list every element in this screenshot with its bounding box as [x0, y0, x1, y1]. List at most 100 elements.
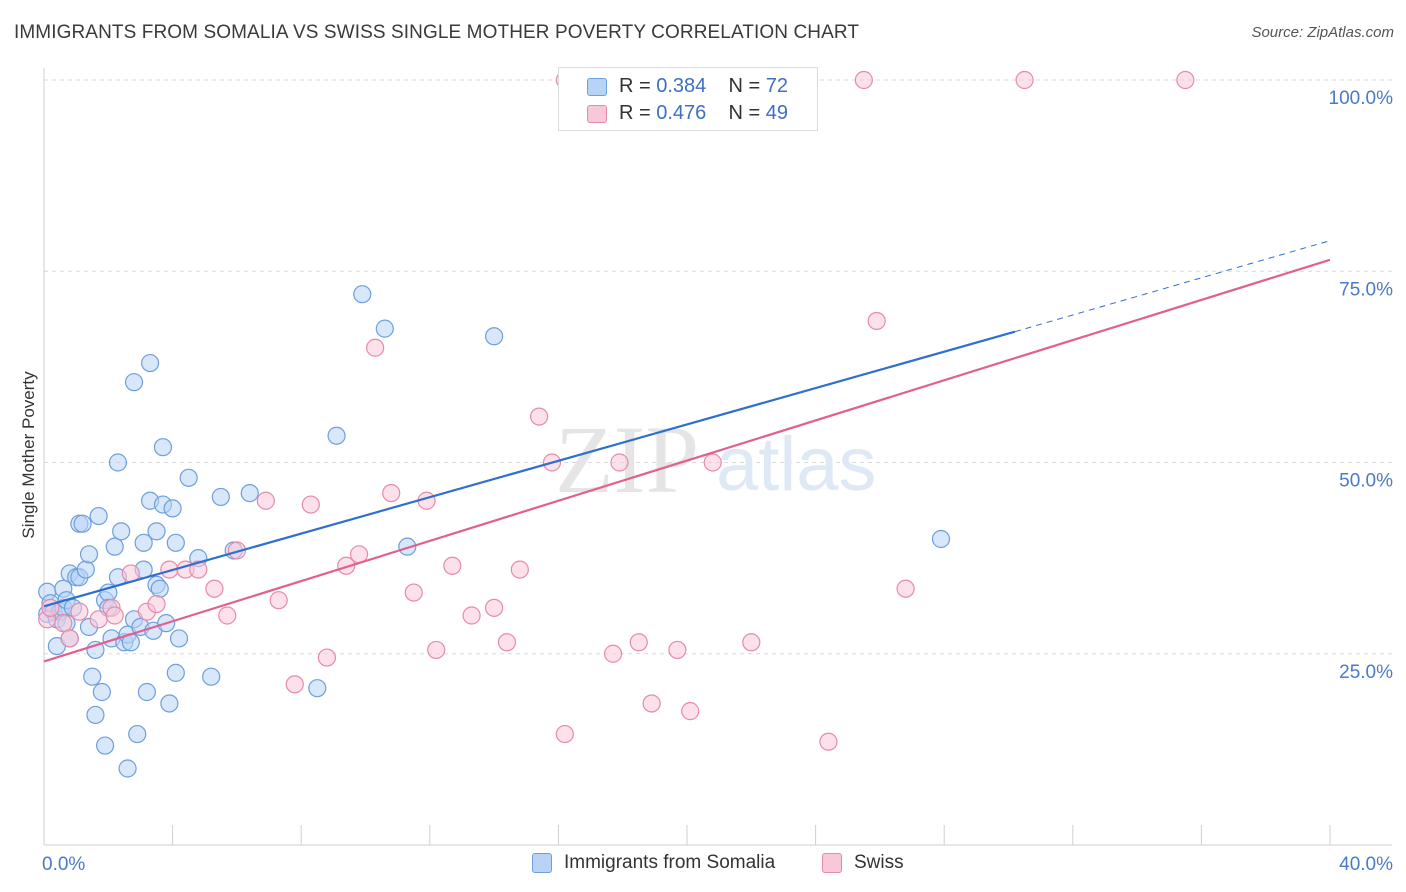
point-somalia	[108, 453, 128, 472]
legend-n-label: N =	[728, 102, 766, 124]
legend-n-value: 72	[765, 75, 789, 97]
correlation-legend: R = 0.384 N = 72 R = 0.476 N = 49	[558, 67, 818, 131]
point-somalia	[150, 579, 169, 598]
point-swiss	[366, 338, 385, 357]
point-swiss	[703, 453, 722, 472]
point-swiss	[443, 556, 462, 575]
point-swiss	[610, 453, 629, 472]
point-swiss	[629, 633, 648, 652]
trend-lines	[43, 240, 1331, 663]
legend-n-value: 49	[765, 102, 789, 124]
legend-n-label: N =	[728, 75, 766, 97]
point-swiss	[497, 633, 517, 652]
point-swiss	[462, 606, 481, 625]
point-somalia	[89, 506, 108, 526]
point-swiss	[427, 640, 446, 660]
point-somalia	[137, 682, 156, 702]
x-tick-label: 0.0%	[42, 854, 85, 875]
point-swiss	[54, 614, 73, 633]
series-name-somalia: Immigrants from Somalia	[564, 852, 776, 873]
point-somalia	[166, 663, 185, 682]
y-tick-label: 50.0%	[1339, 471, 1393, 492]
point-somalia	[240, 484, 259, 503]
point-somalia	[163, 499, 182, 518]
point-swiss	[867, 311, 886, 331]
trend-line-somalia-extension	[1014, 240, 1331, 333]
point-somalia	[485, 327, 504, 346]
watermark-atlas: atlas	[716, 422, 877, 507]
legend-swatch-somalia	[587, 78, 607, 96]
point-swiss	[603, 644, 623, 663]
series-name-swiss: Swiss	[854, 852, 904, 873]
axes	[43, 68, 1392, 846]
point-somalia	[147, 522, 166, 541]
point-somalia	[83, 667, 102, 686]
point-somalia	[398, 537, 417, 556]
point-somalia	[112, 522, 131, 541]
point-somalia	[160, 694, 179, 713]
point-swiss	[530, 407, 549, 426]
point-somalia	[124, 373, 144, 392]
point-swiss	[1176, 70, 1195, 90]
point-swiss	[285, 675, 304, 694]
point-swiss	[742, 633, 761, 652]
x-tick-label: 40.0%	[1339, 854, 1393, 875]
point-somalia	[105, 537, 124, 556]
legend-r-value: 0.384	[656, 75, 707, 97]
point-somalia	[86, 705, 105, 725]
point-somalia	[308, 679, 327, 698]
point-swiss	[205, 579, 224, 598]
legend-swatch-swiss	[587, 105, 607, 123]
point-swiss	[317, 648, 337, 667]
point-swiss	[668, 640, 687, 660]
point-somalia	[166, 533, 185, 552]
point-swiss	[404, 583, 423, 602]
point-swiss	[510, 560, 529, 579]
point-somalia	[153, 438, 173, 457]
point-somalia	[118, 759, 137, 778]
point-swiss	[854, 70, 873, 90]
trend-line-somalia	[43, 330, 1016, 608]
point-somalia	[931, 529, 951, 549]
chart-title: IMMIGRANTS FROM SOMALIA VS SWISS SINGLE …	[14, 22, 860, 43]
point-swiss	[485, 598, 504, 617]
point-swiss	[642, 694, 661, 713]
point-somalia	[353, 285, 372, 304]
point-swiss	[218, 606, 237, 625]
series-swatch-somalia	[532, 853, 552, 873]
point-swiss	[681, 702, 700, 721]
point-swiss	[70, 602, 89, 621]
point-swiss	[1015, 70, 1034, 90]
point-somalia	[179, 468, 198, 487]
y-tick-label: 25.0%	[1339, 662, 1393, 683]
source-credit: Source: ZipAtlas.com	[1251, 24, 1394, 41]
point-swiss	[256, 491, 275, 510]
series-swatch-swiss	[822, 853, 842, 873]
point-swiss	[147, 594, 166, 614]
point-somalia	[169, 629, 189, 648]
point-swiss	[60, 629, 79, 648]
point-somalia	[92, 682, 111, 702]
y-axis-label: Single Mother Poverty	[19, 371, 38, 539]
y-tick-label: 75.0%	[1339, 279, 1393, 300]
y-tick-label: 100.0%	[1329, 88, 1394, 109]
point-somalia	[211, 487, 230, 507]
data-points	[38, 70, 1195, 778]
point-somalia	[327, 426, 346, 445]
legend-r-value: 0.476	[656, 102, 707, 124]
point-swiss	[896, 579, 915, 598]
trend-line-swiss	[43, 258, 1331, 663]
point-swiss	[301, 495, 320, 514]
point-swiss	[819, 732, 838, 751]
point-somalia	[79, 545, 99, 564]
point-somalia	[73, 514, 92, 533]
gridlines	[44, 79, 1392, 655]
legend-r-label: R =	[619, 75, 657, 97]
point-somalia	[128, 724, 147, 744]
point-somalia	[76, 560, 95, 579]
point-swiss	[382, 484, 401, 503]
point-somalia	[140, 353, 160, 373]
point-swiss	[189, 560, 208, 579]
point-swiss	[105, 606, 124, 625]
